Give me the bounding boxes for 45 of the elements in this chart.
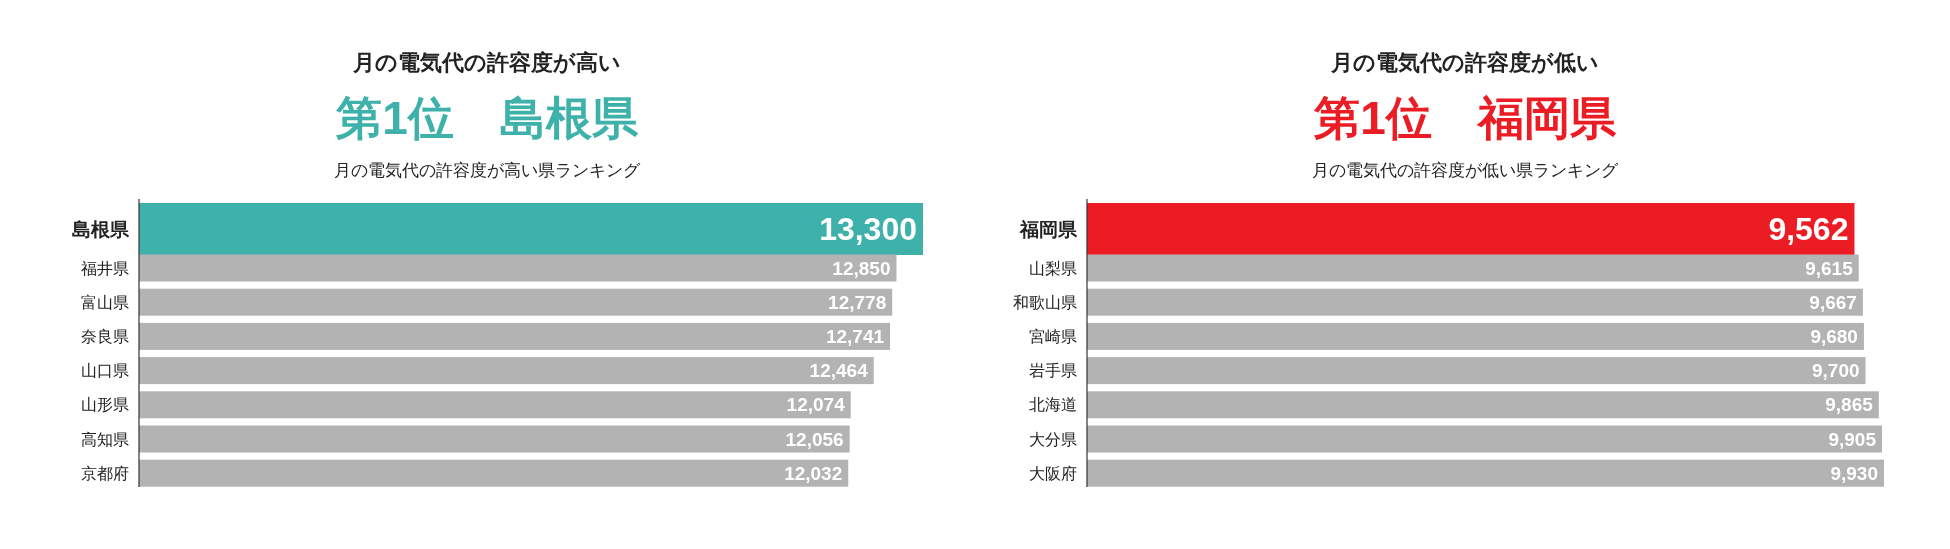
- data-label: 12,778: [828, 291, 887, 313]
- data-label: 9,615: [1805, 257, 1854, 279]
- y-tick-label: 福岡県: [1019, 218, 1078, 240]
- data-label: 9,865: [1825, 394, 1874, 416]
- text: 月の電気代の許容度が高い県ランキング: [334, 160, 641, 180]
- y-tick-label: 岩手県: [1029, 362, 1077, 380]
- data-label: 12,032: [784, 462, 843, 484]
- text: 月の電気代の許容度が低い県ランキング: [1312, 160, 1619, 180]
- y-tick-label: 宮崎県: [1029, 327, 1077, 345]
- chart-title: 月の電気代の許容度が低い: [1330, 49, 1599, 75]
- bar: [139, 459, 849, 487]
- bar: [139, 254, 897, 282]
- y-tick-label: 山形県: [81, 396, 129, 414]
- bar: [139, 288, 893, 316]
- y-tick-label: 島根県: [72, 218, 130, 240]
- chart-subtitle: 第1位 島根県: [335, 92, 639, 144]
- y-tick-label: 福井県: [81, 259, 129, 277]
- y-tick-label: 北海道: [1029, 396, 1077, 414]
- data-label: 12,074: [786, 394, 846, 416]
- bar: [139, 391, 851, 419]
- y-tick-label: 大阪府: [1029, 464, 1077, 482]
- data-label: 9,700: [1811, 360, 1860, 382]
- data-label: 9,905: [1828, 428, 1877, 450]
- y-tick-label: 富山県: [81, 293, 129, 311]
- bar: [139, 357, 874, 385]
- data-label: 9,930: [1830, 462, 1878, 484]
- data-label: 12,850: [832, 257, 891, 279]
- data-label: 9,562: [1768, 211, 1849, 247]
- data-label: 9,680: [1810, 325, 1858, 347]
- y-tick-label: 京都府: [81, 464, 129, 482]
- data-label: 12,464: [809, 360, 869, 382]
- data-label: 12,741: [825, 325, 885, 347]
- y-tick-label: 山梨県: [1029, 259, 1077, 277]
- y-tick-label: 大分県: [1029, 430, 1077, 448]
- y-tick-label: 奈良県: [81, 327, 129, 345]
- data-label: 12,056: [785, 428, 844, 450]
- chart-subtitle: 第1位 福岡県: [1313, 92, 1617, 144]
- data-label: 9,667: [1809, 291, 1857, 313]
- y-tick-label: 高知県: [81, 430, 129, 448]
- bar: [139, 322, 891, 350]
- y-tick-label: 山口県: [81, 362, 129, 380]
- bar: [139, 425, 850, 453]
- y-tick-label: 和歌山県: [1013, 293, 1077, 311]
- chart-title: 月の電気代の許容度が高い: [352, 49, 621, 75]
- data-label: 13,300: [819, 211, 917, 247]
